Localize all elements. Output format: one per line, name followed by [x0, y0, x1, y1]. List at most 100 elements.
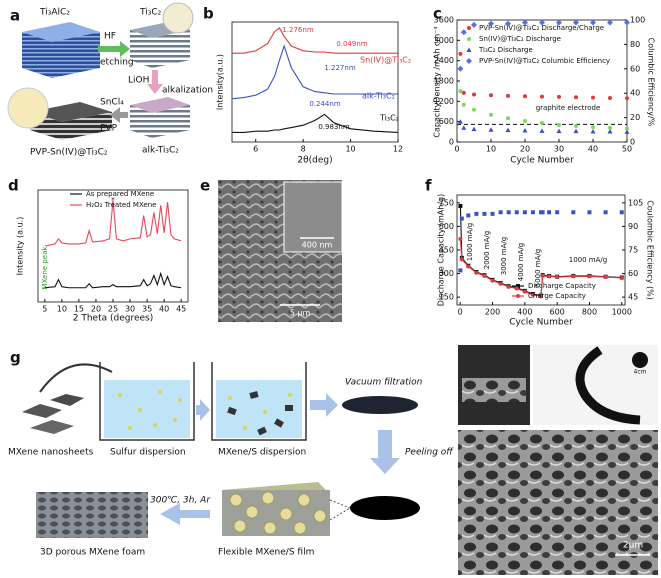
y2-tick-label: 20 — [630, 113, 640, 122]
y-tick-label: 750 — [439, 198, 454, 207]
data-point — [574, 95, 578, 100]
scale-label: 400 nm — [302, 241, 333, 250]
x-axis-label: 2 Theta (degrees) — [73, 314, 153, 324]
scale-label: 2μm — [623, 541, 643, 551]
scheme-label: etching — [100, 58, 134, 68]
scheme-label: SnCl₄ — [100, 98, 124, 108]
annotation: 4000 mA/g — [517, 243, 525, 281]
data-point — [471, 126, 477, 132]
data-point — [547, 274, 552, 279]
sulfur-spheres — [229, 491, 327, 535]
annotation: 0.049nm — [336, 40, 367, 48]
data-point — [607, 128, 613, 134]
data-point — [625, 96, 629, 101]
data-point — [571, 274, 576, 279]
x-axis-label: 2θ(deg) — [297, 156, 332, 166]
film — [350, 496, 420, 520]
arrow — [160, 503, 210, 525]
legend-label: As prepared MXene — [86, 190, 154, 198]
layer-block — [62, 112, 112, 140]
guide-line — [329, 507, 351, 521]
data-point — [472, 92, 476, 97]
flake — [249, 391, 259, 399]
y-tick-label: 300 — [439, 269, 454, 278]
data-point — [516, 284, 520, 288]
y-axis-label: Discharge Capacity (mAh/g) — [437, 194, 446, 306]
x-tick-label: 0 — [454, 145, 459, 154]
scheme-label: PVP-Sn(IV)@Ti₃C₂ — [30, 148, 108, 158]
data-point — [608, 125, 612, 130]
panel-label: g — [10, 349, 21, 367]
data-point — [488, 20, 494, 27]
annotation: 1000 mA/g — [569, 256, 607, 264]
sphere — [263, 521, 277, 535]
scheme-label: LiOH — [128, 76, 149, 86]
data-point — [523, 118, 527, 123]
data-point — [474, 270, 479, 275]
mxene-flakes — [227, 391, 293, 436]
x-tick-label: 600 — [550, 308, 565, 317]
annotation: 1.276nm — [282, 26, 313, 34]
data-point — [540, 210, 545, 215]
data-point — [459, 257, 464, 262]
y-tick-label: 3600 — [434, 16, 454, 25]
layer-block — [152, 105, 190, 138]
y2-tick-label: 40 — [630, 89, 640, 98]
data-point — [590, 19, 596, 26]
data-point — [458, 237, 463, 241]
y2-axis-label: Columbic Efficiency/% — [647, 38, 656, 127]
data-point — [472, 107, 476, 112]
data-point — [466, 264, 471, 269]
data-point — [505, 127, 511, 133]
data-point — [467, 26, 471, 30]
particle — [178, 398, 182, 402]
arrow — [370, 430, 400, 474]
data-point — [590, 128, 596, 134]
y2-tick-label: 80 — [630, 40, 640, 49]
particle — [138, 408, 142, 412]
x-tick-label: 200 — [485, 308, 500, 317]
data-point — [490, 211, 495, 216]
layer-block — [52, 32, 100, 78]
flake — [227, 406, 237, 416]
photo-panels: 4cm 2μm — [458, 345, 658, 575]
beaker — [211, 362, 307, 441]
data-point — [603, 275, 608, 280]
scheme-label: PVP — [100, 124, 118, 134]
data-point — [467, 37, 471, 41]
data-point — [482, 211, 487, 216]
data-point — [457, 119, 463, 124]
data-point — [573, 19, 579, 26]
data-point — [466, 47, 472, 52]
x-tick-label: 1000 — [612, 308, 632, 317]
liquid — [104, 380, 190, 438]
legend-label: H₂O₂ Treated MXene — [86, 201, 156, 209]
scheme-label: alk-Ti₃C₂ — [142, 146, 179, 156]
panel-label: e — [200, 177, 210, 195]
film — [342, 396, 418, 414]
series-label: alk-Ti₃C₂ — [362, 92, 395, 101]
x-tick-label: 15 — [74, 305, 84, 314]
sphere — [297, 493, 311, 507]
x-axis-label: Cycle Number — [510, 156, 574, 166]
series-label: Sn(IV)@Ti₃C₂ — [360, 56, 411, 65]
data-point — [459, 216, 464, 221]
data-point — [587, 274, 592, 279]
y2-tick-label: 0 — [630, 138, 635, 147]
data-point — [489, 112, 493, 117]
legend-label: PVP-Sn(IV)@Ti₃C₂ Discharge/Charge — [479, 24, 604, 32]
data-point — [457, 65, 464, 72]
flake — [257, 426, 267, 436]
data-point — [603, 210, 608, 215]
data-point — [458, 204, 463, 208]
data-point — [482, 273, 487, 278]
y2-axis-label: Coulombic Efficiency (%) — [646, 200, 655, 300]
nanosheet — [50, 394, 84, 406]
scale-label: 4cm — [634, 369, 647, 376]
x-tick-label: 0 — [458, 308, 463, 317]
x-tick-label: 20 — [520, 145, 530, 154]
data-point — [506, 284, 511, 289]
data-point — [608, 95, 612, 100]
series-line — [44, 200, 182, 247]
y-tick-label: 1800 — [434, 77, 454, 86]
